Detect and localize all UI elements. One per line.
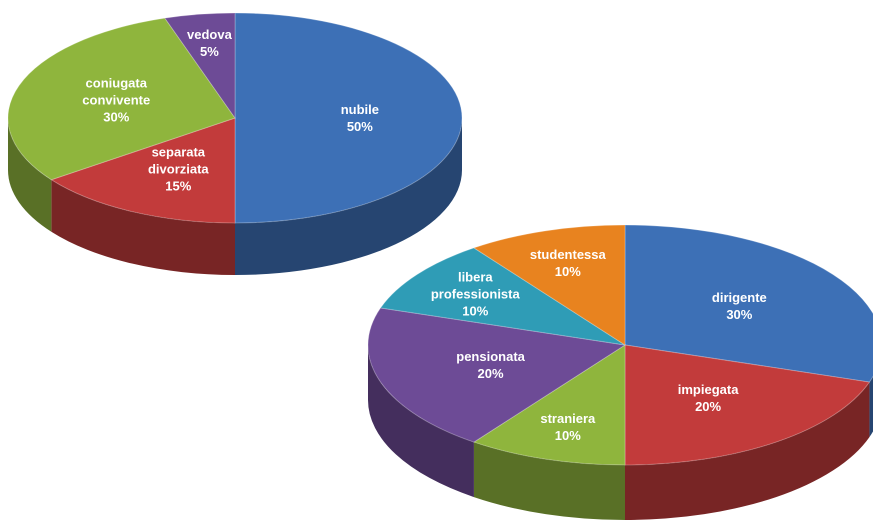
slice-label: coniugata convivente 30% bbox=[61, 75, 171, 126]
value-label: 15% bbox=[165, 178, 192, 194]
slice-side bbox=[51, 179, 235, 275]
slice-label: libera professionista 10% bbox=[420, 269, 530, 320]
slice bbox=[234, 12, 463, 224]
value-label: 30% bbox=[726, 307, 753, 323]
category-label: pensionata bbox=[456, 349, 525, 365]
slice bbox=[472, 224, 626, 346]
slice-side bbox=[473, 442, 625, 520]
slice-label: straniera 10% bbox=[513, 410, 623, 444]
value-label: 20% bbox=[695, 399, 722, 415]
slice-label: dirigente 30% bbox=[684, 289, 794, 323]
category-label: separata divorziata bbox=[147, 144, 209, 177]
slice-side bbox=[368, 345, 474, 498]
value-label: 50% bbox=[346, 119, 373, 134]
slice-label: vedova 5% bbox=[154, 26, 264, 60]
value-label: 5% bbox=[200, 44, 219, 60]
slice bbox=[472, 344, 626, 466]
slice-label: pensionata 20% bbox=[436, 348, 546, 382]
slice bbox=[367, 307, 627, 443]
value-label: 10% bbox=[554, 428, 581, 444]
category-label: dirigente bbox=[711, 290, 767, 306]
slice-label: studentessa 10% bbox=[513, 246, 623, 280]
value-label: 20% bbox=[477, 366, 504, 382]
category-label: straniera bbox=[540, 411, 596, 427]
slice bbox=[50, 117, 236, 224]
category-label: libera professionista bbox=[430, 269, 520, 302]
category-label: studentessa bbox=[529, 246, 606, 262]
category-label: nubile bbox=[340, 102, 379, 117]
slice-label: impiegata 20% bbox=[653, 381, 763, 415]
slice-label: nubile 50% bbox=[305, 101, 415, 135]
category-label: coniugata convivente bbox=[82, 75, 151, 108]
slice-label: separata divorziata 15% bbox=[123, 144, 233, 195]
slice-side bbox=[8, 118, 52, 232]
category-label: vedova bbox=[187, 27, 232, 43]
value-label: 10% bbox=[462, 303, 489, 319]
slice bbox=[624, 344, 871, 466]
slice-side bbox=[625, 382, 870, 520]
category-label: impiegata bbox=[677, 382, 739, 398]
slice bbox=[7, 17, 236, 181]
slice-side bbox=[235, 118, 462, 275]
slice-side bbox=[869, 376, 873, 438]
slice bbox=[624, 224, 873, 383]
slice bbox=[163, 12, 236, 120]
value-label: 30% bbox=[103, 109, 130, 125]
value-label: 10% bbox=[554, 263, 581, 279]
slice bbox=[379, 247, 626, 346]
